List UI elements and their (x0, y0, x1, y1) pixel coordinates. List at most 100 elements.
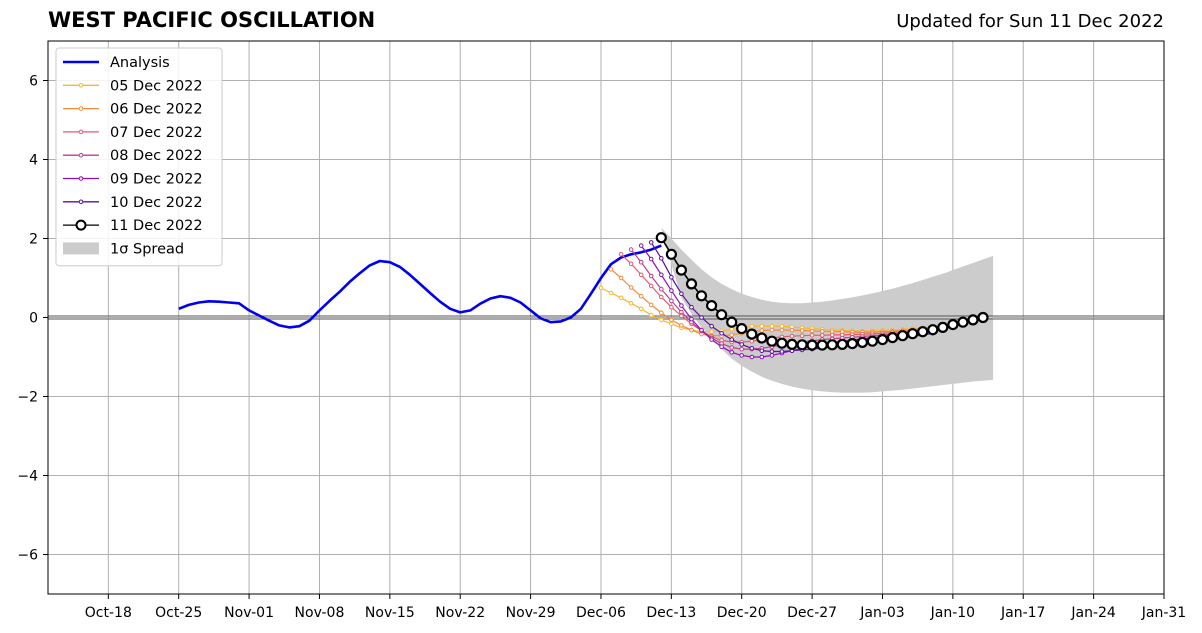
series-5-point (679, 303, 684, 308)
series-2-point (779, 327, 785, 333)
series-5-point (729, 350, 735, 355)
series-1-point (749, 323, 755, 329)
legend-swatch-marker (75, 219, 87, 231)
series-3-point (809, 333, 815, 338)
series-2-point (679, 323, 684, 328)
series-4-point (648, 273, 654, 279)
series-3-point (819, 333, 825, 338)
series-6-point (759, 348, 765, 354)
legend-label: 10 Dec 2022 (110, 195, 203, 211)
series-2-point (659, 310, 664, 316)
series-5-point (749, 354, 755, 360)
x-tick-label: Jan-24 (1070, 605, 1116, 621)
series-7-point (866, 335, 879, 347)
series-2-point (729, 332, 735, 338)
series-4-point (729, 345, 735, 350)
x-tick-label: Oct-25 (155, 605, 202, 621)
legend-label: 09 Dec 2022 (110, 172, 203, 188)
series-7-point (736, 323, 748, 335)
updated-label: Updated for Sun 11 Dec 2022 (896, 11, 1164, 32)
series-7-point (856, 336, 869, 348)
y-tick-label: 2 (29, 232, 38, 248)
series-1-point (598, 285, 604, 291)
series-1-point (709, 329, 714, 335)
series-7-point (806, 339, 818, 351)
series-7-point (906, 328, 919, 340)
series-3-point (628, 261, 634, 267)
series-1-point (648, 312, 654, 318)
series-1-point (638, 306, 644, 312)
legend-swatch-marker (78, 83, 84, 88)
y-tick-label: −4 (17, 469, 38, 485)
series-7-point (967, 314, 979, 326)
y-axis-ticks: −6 −4 −2 0 2 4 6 (17, 74, 48, 564)
series-1-point (659, 317, 664, 323)
series-3-point (638, 272, 644, 278)
series-7-point (796, 339, 808, 351)
series-5-point (769, 353, 775, 358)
y-tick-label: −2 (17, 390, 38, 406)
series-1-point (769, 323, 775, 329)
series-4-point (628, 247, 634, 252)
x-tick-label: Nov-15 (365, 605, 415, 621)
spread-area (661, 227, 994, 393)
x-tick-label: Nov-22 (435, 605, 485, 621)
series-3-point (679, 313, 684, 319)
series-4-point (669, 298, 674, 304)
legend-box (55, 47, 223, 267)
x-tick-label: Jan-03 (859, 605, 904, 621)
series-7-point (766, 335, 778, 347)
series-1-point (669, 321, 674, 327)
series-1-line (600, 287, 933, 333)
series-7-point (685, 278, 698, 290)
legend-label: 05 Dec 2022 (110, 78, 203, 94)
series-3-point (749, 338, 755, 344)
series-2-point (618, 275, 624, 281)
series-2-point (799, 328, 805, 333)
series-3-point (829, 332, 835, 338)
series-6-point (749, 346, 755, 351)
series-6-point (709, 323, 714, 329)
series-7-point (836, 338, 848, 350)
series-7-point (937, 321, 949, 333)
series-4-point (679, 309, 684, 315)
series-1-point (729, 327, 735, 332)
series-5-point (648, 256, 654, 262)
series-2-point (628, 285, 634, 290)
x-tick-label: Jan-17 (1000, 605, 1045, 621)
series-2-point (769, 327, 775, 333)
series-3-point (799, 333, 805, 339)
legend-swatch-marker (78, 176, 84, 181)
x-tick-label: Dec-20 (717, 605, 767, 621)
legend-swatch-spread (63, 242, 99, 255)
legend-swatch-marker (78, 129, 84, 135)
series-3-point (618, 252, 624, 257)
series-7-point (917, 326, 929, 338)
series-6-point (719, 331, 724, 336)
y-tick-label: −6 (17, 548, 38, 564)
series-1-point (628, 301, 634, 306)
legend-label: 11 Dec 2022 (110, 218, 203, 234)
spread-band (661, 227, 994, 393)
legend-label: 08 Dec 2022 (110, 148, 203, 164)
series-7-point (695, 290, 708, 302)
series-7-point (665, 248, 678, 260)
series-1-point (779, 323, 785, 329)
series-2-point (648, 302, 654, 308)
series-7-point (776, 337, 788, 349)
series-7-point (816, 339, 828, 351)
series-7-point (705, 300, 718, 312)
legend-label: 1σ Spread (110, 241, 184, 257)
series-6-point (769, 349, 775, 354)
series-5-point (638, 243, 644, 248)
x-tick-label: Oct-18 (85, 605, 132, 621)
series-7-point (786, 338, 798, 350)
series-2-point (608, 267, 614, 272)
series-7-point (726, 316, 738, 328)
chart-title: WEST PACIFIC OSCILLATION (48, 8, 376, 32)
legend-swatch-marker (78, 106, 84, 111)
x-tick-label: Nov-01 (224, 605, 274, 621)
legend: Analysis 05 Dec 2022 06 Dec 2022 07 Dec 202… (55, 47, 223, 267)
series-6-point (679, 291, 684, 297)
